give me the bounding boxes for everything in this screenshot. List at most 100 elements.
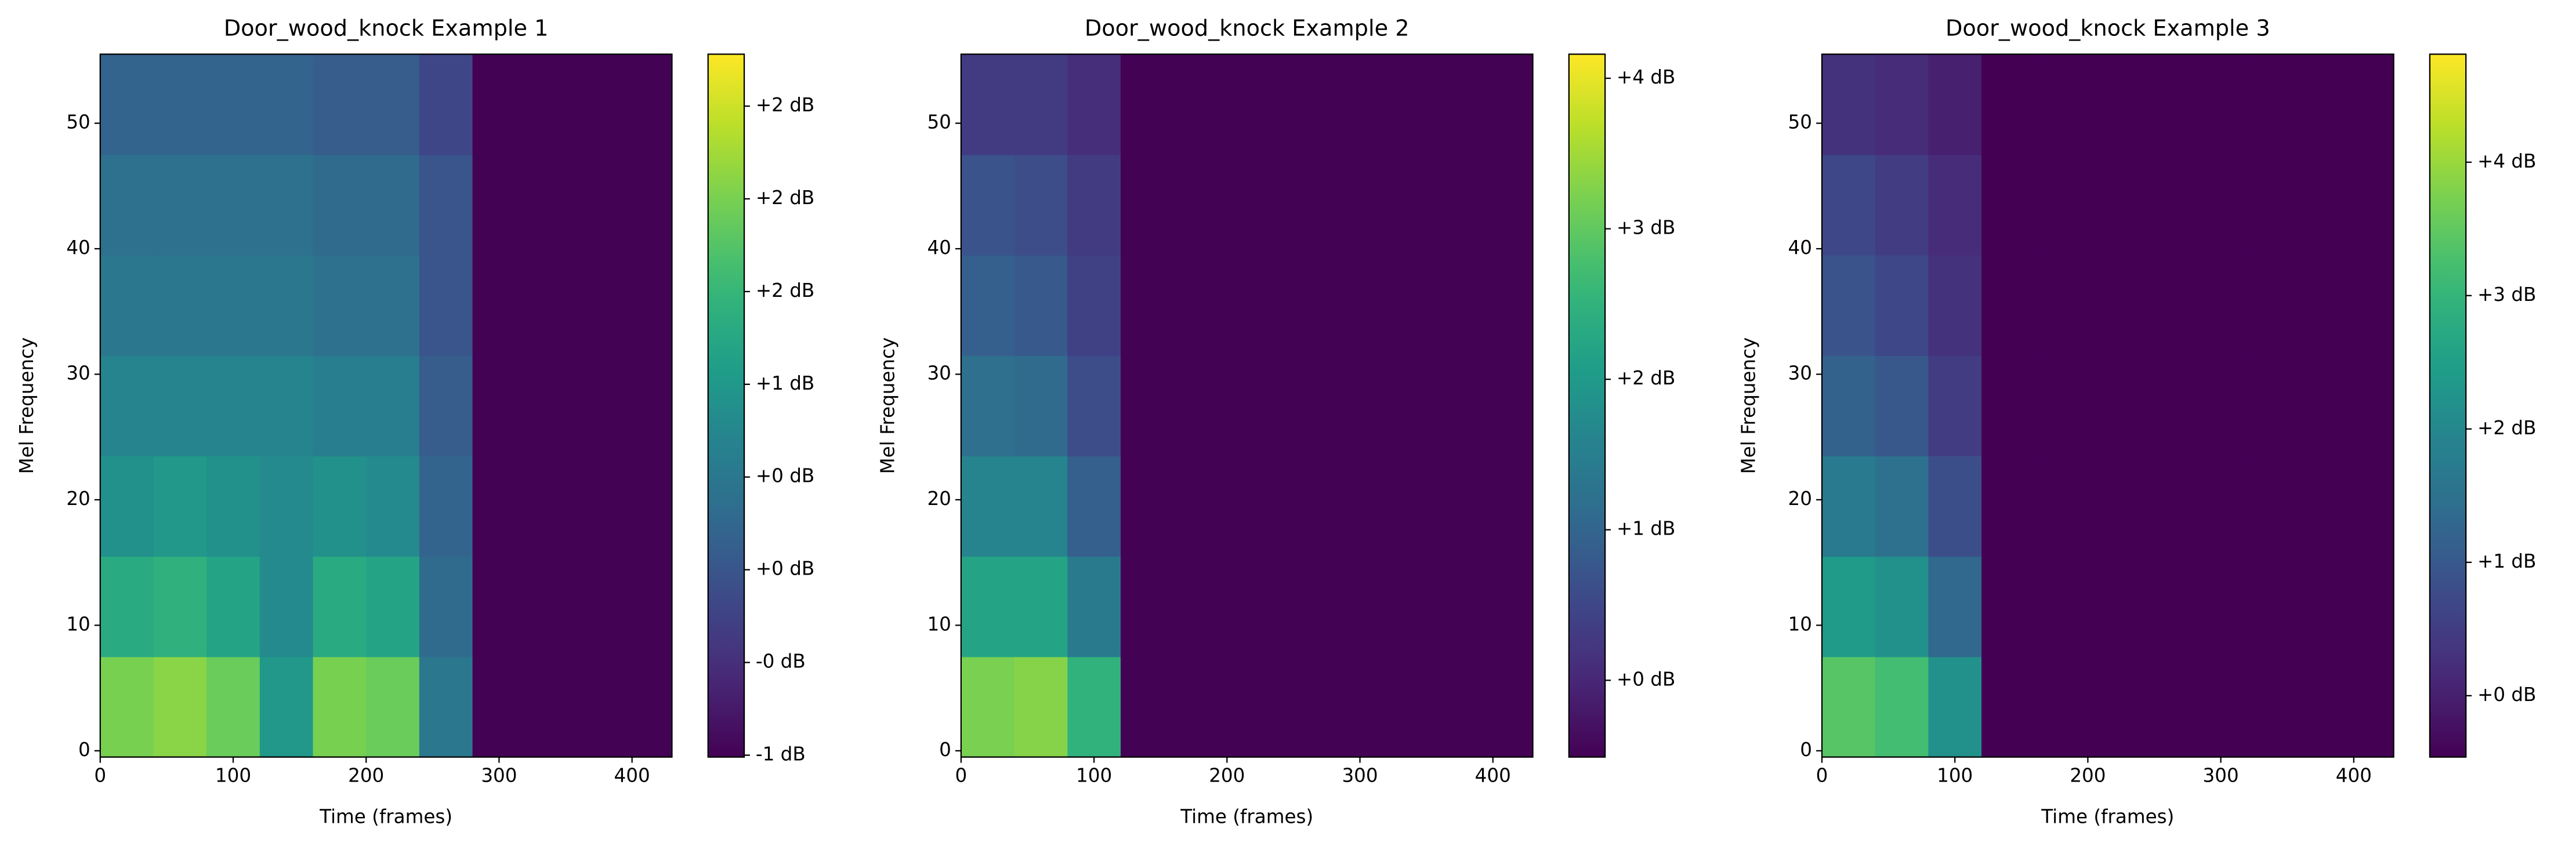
y-tick-label: 40 [66, 237, 90, 259]
heatmap-cell [2353, 255, 2394, 356]
heatmap-cell [1928, 54, 1982, 155]
colorbar-tick-label: +1 dB [756, 372, 814, 394]
heatmap-cell [2247, 54, 2302, 155]
x-tick-label: 400 [1475, 765, 1511, 787]
heatmap-cell [1875, 154, 1929, 256]
heatmap-cell [1981, 656, 2035, 757]
heatmap-cell [419, 255, 473, 356]
heatmap-cell [2247, 456, 2302, 557]
y-tick-label: 0 [939, 739, 951, 761]
heatmap-cell [259, 556, 314, 658]
heatmap-cell [1333, 656, 1387, 757]
heatmap-cell [2194, 556, 2248, 658]
heatmap-cell [1440, 456, 1494, 557]
heatmap-cell [1333, 355, 1387, 457]
heatmap-cell [1875, 255, 1929, 356]
colorbar-tick-label: +0 dB [756, 465, 814, 487]
heatmap-cell [961, 656, 1015, 757]
heatmap-cell [632, 54, 672, 155]
heatmap-cell [313, 456, 367, 557]
y-axis-label: Mel Frequency [876, 337, 898, 474]
heatmap-cell [2247, 255, 2302, 356]
heatmap-cell [2088, 355, 2142, 457]
heatmap-cell [1981, 556, 2035, 658]
heatmap-cell [419, 456, 473, 557]
heatmap-cell [206, 556, 260, 658]
x-tick-label: 200 [348, 765, 384, 787]
plot-frame [960, 53, 1534, 758]
colorbar-tick-label: +1 dB [2477, 550, 2536, 572]
y-tick-label: 30 [927, 362, 951, 384]
colorbar-tick-label: +2 dB [756, 94, 814, 116]
heatmap-cell [2034, 154, 2089, 256]
heatmap-cell [2353, 656, 2394, 757]
heatmap-cell [153, 656, 207, 757]
heatmap-cell [526, 255, 579, 356]
heatmap-cell [206, 355, 260, 457]
heatmap-cell [1875, 656, 1929, 757]
heatmap-cell [1386, 355, 1440, 457]
heatmap-cell [578, 355, 633, 457]
heatmap-cell [1875, 456, 1929, 557]
heatmap-cell [1067, 255, 1121, 356]
heatmap-cell [1120, 456, 1175, 557]
heatmap-cell [100, 456, 154, 557]
heatmap-cell [259, 355, 314, 457]
heatmap-cell [1492, 656, 1533, 757]
heatmap-cell [1280, 656, 1334, 757]
heatmap-cell [259, 54, 314, 155]
heatmap-cell [2034, 556, 2089, 658]
heatmap-cell [2141, 54, 2195, 155]
y-tick-label: 20 [1788, 488, 1812, 510]
heatmap-cell [313, 355, 367, 457]
heatmap-cell [1440, 656, 1494, 757]
heatmap-cell [1227, 154, 1281, 256]
x-tick-label: 200 [2070, 765, 2106, 787]
heatmap-cell [1440, 255, 1494, 356]
heatmap-cell [526, 355, 579, 457]
heatmap-cell [1875, 54, 1929, 155]
colorbar-tick-label: +4 dB [1617, 66, 1675, 88]
heatmap-cell [1440, 154, 1494, 256]
x-tick-label: 400 [2336, 765, 2372, 787]
heatmap-cell [472, 456, 527, 557]
x-tick-label: 300 [2203, 765, 2239, 787]
heatmap-cell [2034, 456, 2089, 557]
heatmap-cell [2247, 556, 2302, 658]
heatmap-cell [526, 556, 579, 658]
heatmap-cell [1227, 54, 1281, 155]
heatmap-cell [1280, 54, 1334, 155]
heatmap-cell [313, 154, 367, 256]
heatmap-cell [2088, 456, 2142, 557]
heatmap-cell [961, 255, 1015, 356]
heatmap-cell [206, 54, 260, 155]
heatmap-cell [2353, 456, 2394, 557]
heatmap-cell [1067, 54, 1121, 155]
y-tick-label: 10 [1788, 613, 1812, 635]
heatmap-cell [1173, 154, 1228, 256]
heatmap-cell [1227, 656, 1281, 757]
heatmap-cell [419, 556, 473, 658]
heatmap-cell [1173, 656, 1228, 757]
heatmap-cell [100, 355, 154, 457]
chart-title: Door_wood_knock Example 2 [1085, 16, 1410, 41]
heatmap-cell [206, 255, 260, 356]
heatmap-cell [1067, 656, 1121, 757]
heatmap-cell [578, 255, 633, 356]
heatmap-cell [2088, 656, 2142, 757]
colorbar-tick-label: -1 dB [756, 743, 806, 765]
heatmap-cell [961, 355, 1015, 457]
heatmap-cell [1492, 355, 1533, 457]
heatmap-cell [1386, 54, 1440, 155]
heatmap-cell [1981, 355, 2035, 457]
chart-title: Door_wood_knock Example 1 [224, 16, 549, 41]
heatmap-cell [2088, 556, 2142, 658]
colorbar-tick-label: +0 dB [2477, 684, 2536, 706]
colorbar-tick-label: +2 dB [756, 279, 814, 302]
heatmap-cell [1014, 54, 1068, 155]
heatmap-cell [419, 154, 473, 256]
heatmap-cell [632, 355, 672, 457]
heatmap-cell [1440, 556, 1494, 658]
